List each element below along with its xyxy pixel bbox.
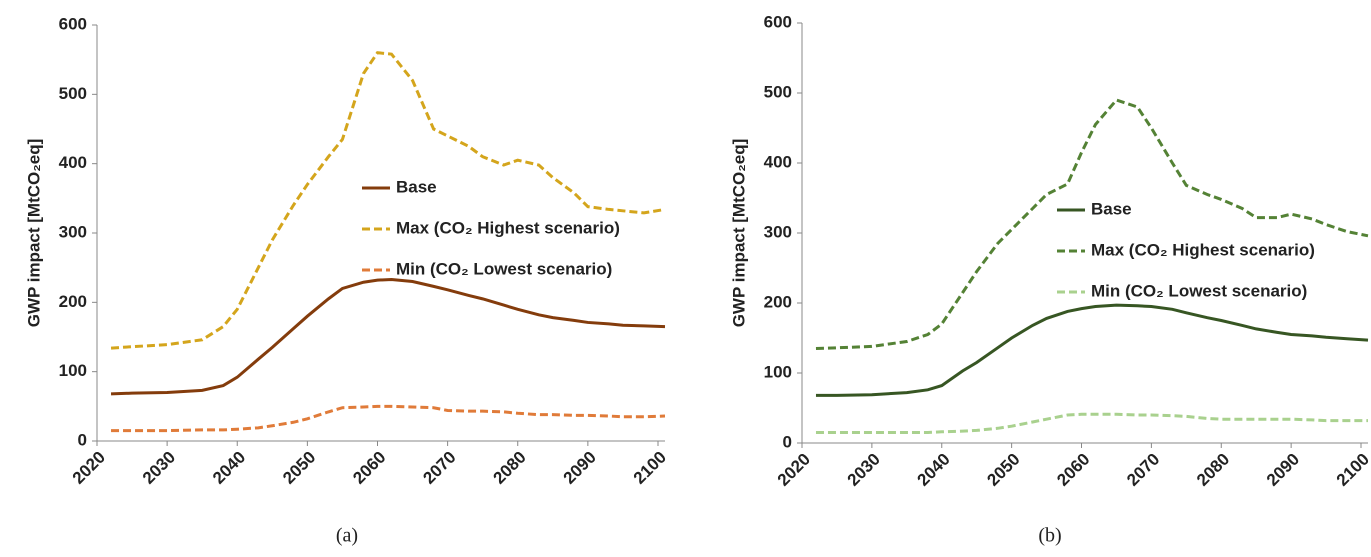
- legend-label: Base: [396, 177, 437, 196]
- legend-label: Max (CO₂ Highest scenario): [1091, 240, 1315, 259]
- series-line: [111, 404, 666, 433]
- y-tick-label: 300: [764, 222, 792, 241]
- x-tick-label: 2030: [844, 450, 884, 490]
- y-tick-label: 600: [59, 14, 87, 33]
- x-tick-label: 2070: [419, 448, 459, 488]
- legend-label: Min (CO₂ Lowest scenario): [396, 259, 612, 278]
- series-line: [815, 412, 1368, 434]
- x-tick-label: 2040: [914, 450, 954, 490]
- y-tick-label: 100: [764, 362, 792, 381]
- y-tick-label: 300: [59, 222, 87, 241]
- x-tick-label: 2040: [209, 448, 249, 488]
- x-tick-label: 2080: [490, 448, 530, 488]
- legend-label: Min (CO₂ Lowest scenario): [1091, 281, 1307, 300]
- y-tick-label: 500: [59, 84, 87, 103]
- x-tick-label: 2100: [630, 448, 670, 488]
- x-tick-label: 2020: [69, 448, 109, 488]
- y-tick-label: 400: [59, 153, 87, 172]
- legend-label: Base: [1091, 199, 1132, 218]
- y-tick-label: 200: [59, 292, 87, 311]
- x-tick-label: 2050: [983, 450, 1023, 490]
- y-axis-label: GWP impact [MtCO₂eq]: [24, 139, 43, 328]
- series-line: [815, 98, 1369, 350]
- y-tick-label: 400: [764, 152, 792, 171]
- y-axis-label: GWP impact [MtCO₂eq]: [729, 139, 748, 328]
- caption: (b): [1038, 525, 1061, 547]
- legend-label: Max (CO₂ Highest scenario): [396, 218, 620, 237]
- caption: (a): [336, 525, 358, 547]
- y-tick-label: 0: [783, 432, 792, 451]
- y-tick-label: 500: [764, 82, 792, 101]
- y-tick-label: 600: [764, 12, 792, 31]
- x-tick-label: 2060: [1053, 450, 1093, 490]
- x-tick-label: 2080: [1193, 450, 1233, 490]
- x-tick-label: 2030: [139, 448, 179, 488]
- x-tick-label: 2070: [1123, 450, 1163, 490]
- x-tick-label: 2060: [349, 448, 389, 488]
- x-tick-label: 2100: [1333, 450, 1371, 490]
- y-tick-label: 0: [78, 430, 87, 449]
- y-tick-label: 100: [59, 361, 87, 380]
- x-tick-label: 2090: [1263, 450, 1303, 490]
- y-tick-label: 200: [764, 292, 792, 311]
- x-tick-label: 2090: [560, 448, 600, 488]
- x-tick-label: 2020: [774, 450, 814, 490]
- x-tick-label: 2050: [279, 448, 319, 488]
- series-line: [815, 303, 1369, 397]
- series-line: [110, 51, 666, 350]
- series-line: [110, 277, 666, 396]
